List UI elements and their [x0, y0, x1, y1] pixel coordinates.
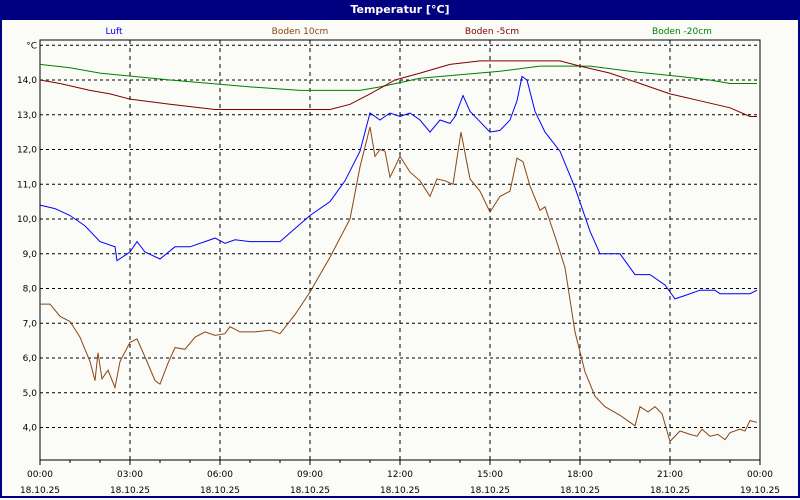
x-tick-date: 18.10.25 [290, 486, 330, 496]
y-tick-label: 10,0 [17, 215, 37, 225]
x-tick-date: 18.10.25 [200, 486, 240, 496]
y-tick-label: 14,0 [17, 76, 37, 86]
x-tick-time: 21:00 [657, 470, 683, 480]
x-tick-time: 18:00 [567, 470, 593, 480]
x-tick-time: 12:00 [387, 470, 413, 480]
y-tick-label: 11,0 [17, 180, 37, 190]
series-line-boden-20cm [39, 63, 757, 91]
x-tick-time: 00:00 [27, 470, 53, 480]
legend-entry: Boden -5cm [465, 27, 519, 37]
series-line-luft [39, 75, 758, 300]
legend-entry: Boden -20cm [652, 27, 712, 37]
x-tick-date: 18.10.25 [650, 486, 690, 496]
y-tick-label: 6,0 [23, 354, 38, 364]
x-tick-date: 18.10.25 [380, 486, 420, 496]
x-tick-date: 18.10.25 [20, 486, 60, 496]
x-tick-time: 09:00 [297, 470, 323, 480]
series-line-boden-10cm [40, 126, 758, 443]
window-title: Temperatur [°C] [0, 0, 800, 20]
series-line-boden-5cm [39, 60, 757, 117]
x-tick-date: 18.10.25 [110, 486, 150, 496]
x-tick-time: 00:00 [747, 470, 773, 480]
x-tick-date: 19.10.25 [740, 486, 780, 496]
y-tick-label: 12,0 [17, 146, 37, 156]
legend-entry: Boden 10cm [272, 27, 329, 37]
y-tick-label: 7,0 [23, 319, 38, 329]
x-tick-date: 18.10.25 [470, 486, 510, 496]
x-tick-time: 06:00 [207, 470, 233, 480]
y-tick-label: 5,0 [23, 389, 38, 399]
y-tick-label: 13,0 [17, 111, 37, 121]
y-tick-label: 4,0 [23, 424, 38, 434]
x-tick-time: 15:00 [477, 470, 503, 480]
legend-entry: Luft [105, 27, 123, 37]
x-tick-date: 18.10.25 [560, 486, 600, 496]
y-tick-label: 8,0 [23, 285, 38, 295]
y-tick-label: 9,0 [23, 250, 38, 260]
x-tick-time: 03:00 [117, 470, 143, 480]
y-axis-unit: °C [26, 41, 37, 51]
